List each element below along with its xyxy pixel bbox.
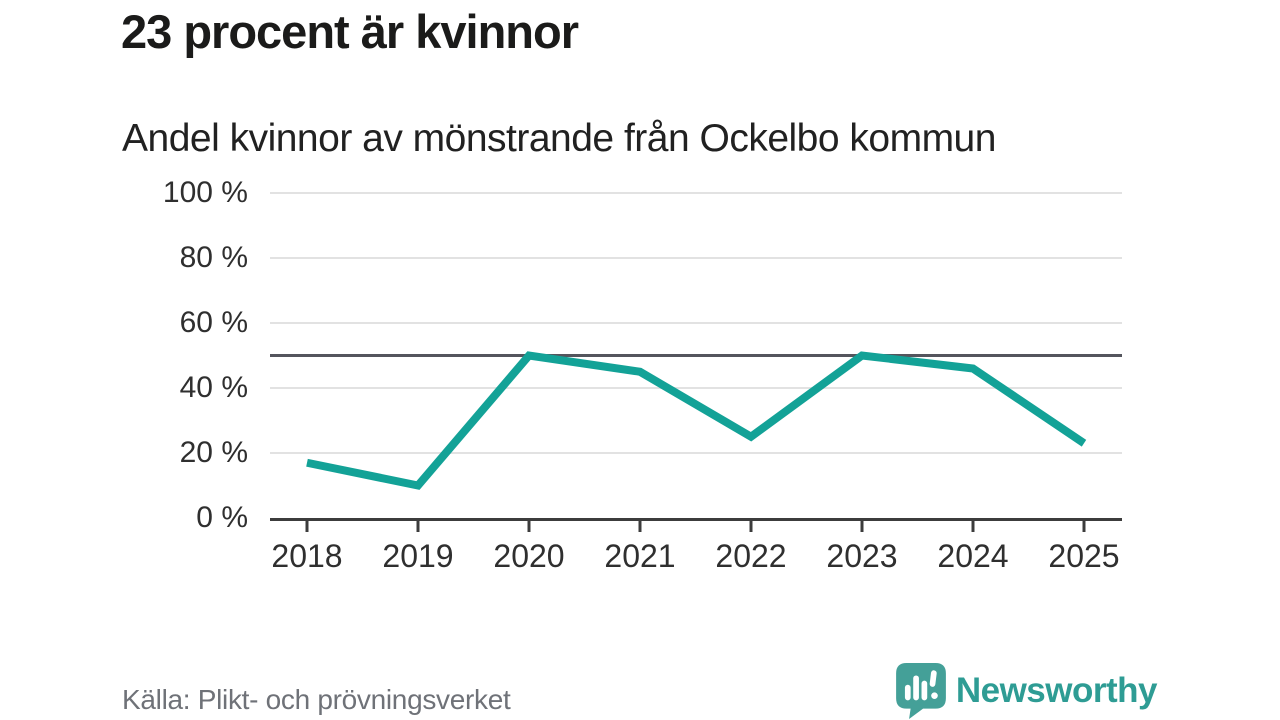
x-axis-tick-label: 2021 — [604, 538, 676, 574]
x-axis-tick-label: 2022 — [715, 538, 787, 574]
y-axis-tick-label: 0 % — [196, 501, 248, 534]
x-axis-tick-label: 2019 — [382, 538, 454, 574]
y-axis-tick-label: 80 % — [179, 241, 248, 274]
x-axis-tick-label: 2020 — [493, 538, 565, 574]
x-axis-tick-label: 2023 — [826, 538, 898, 574]
y-axis-tick-label: 20 % — [179, 436, 248, 469]
page-title: 23 procent är kvinnor — [121, 5, 579, 58]
y-axis-tick-label: 100 % — [162, 176, 248, 209]
data-line-share-of-women — [306, 351, 1087, 490]
y-axis-tick-label: 40 % — [179, 371, 248, 404]
chart-subtitle: Andel kvinnor av mönstrande från Ockelbo… — [122, 117, 996, 160]
x-axis-tick-label: 2024 — [937, 538, 1009, 574]
y-axis-tick-label: 60 % — [179, 306, 248, 339]
x-axis-tick-label: 2018 — [271, 538, 343, 574]
source-note: Källa: Plikt- och prövningsverket — [122, 684, 511, 715]
x-axis-tick-label: 2025 — [1048, 538, 1120, 574]
brand-logo: Newsworthy — [895, 663, 1158, 719]
bar-chart-speech-bubble-icon — [895, 663, 946, 719]
brand-name: Newsworthy — [955, 671, 1158, 710]
